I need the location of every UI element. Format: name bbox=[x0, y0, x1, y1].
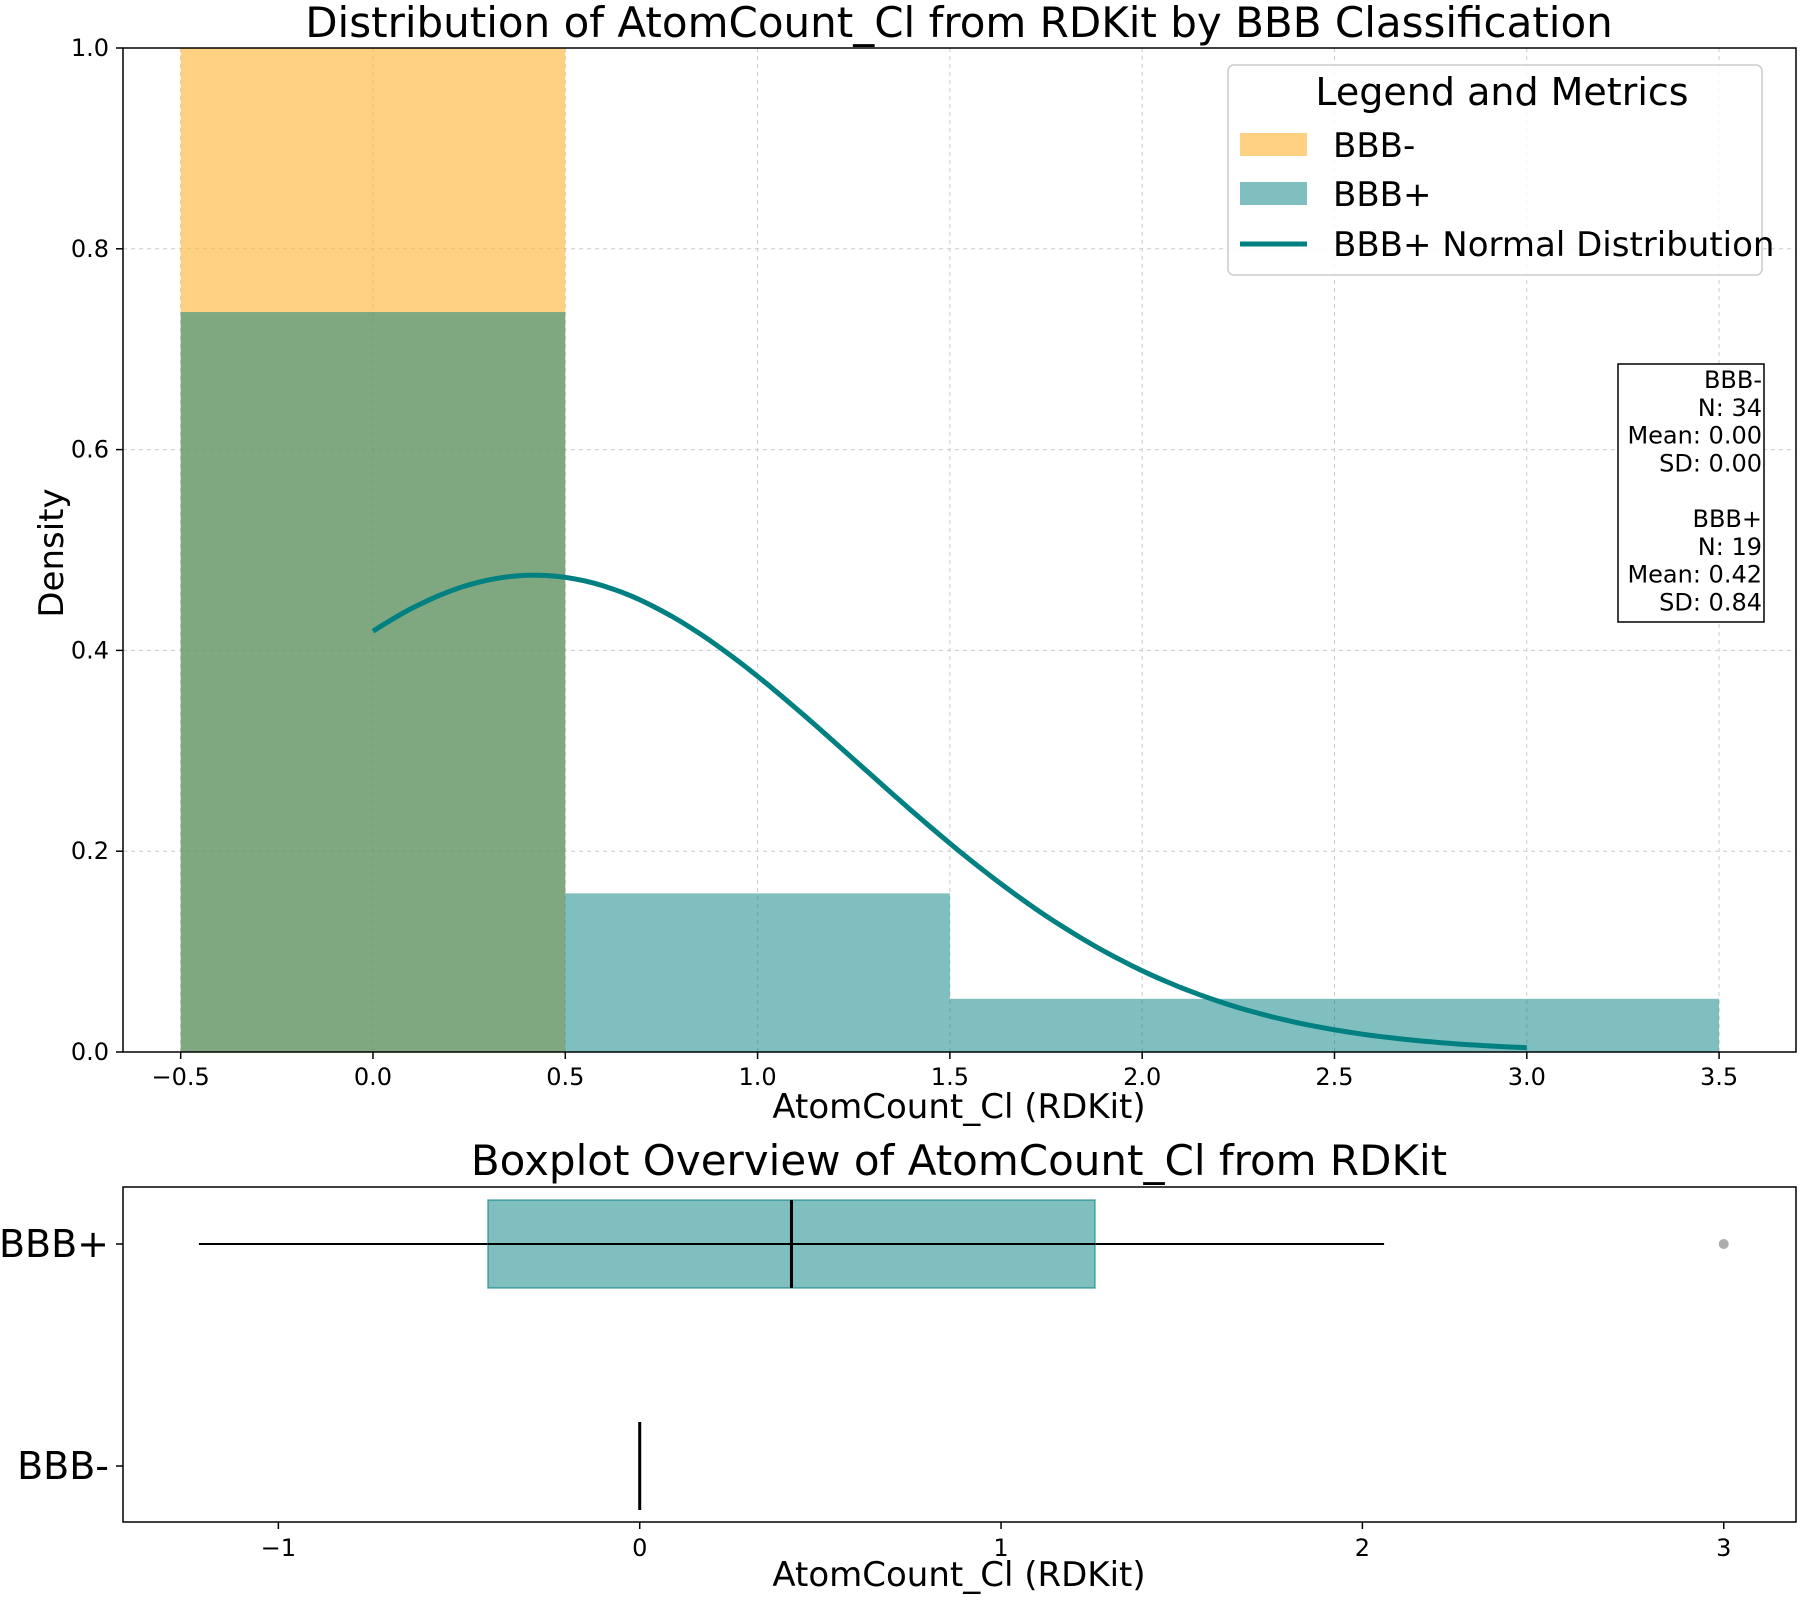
x-tick-label: −0.5 bbox=[152, 1063, 210, 1091]
legend: Legend and Metrics BBB- BBB+ BBB+ Normal… bbox=[1227, 64, 1774, 276]
legend-swatch-bbb-minus bbox=[1240, 133, 1307, 156]
histogram-x-axis-label: AtomCount_Cl (RDKit) bbox=[772, 1087, 1145, 1127]
x-tick-label: 1 bbox=[993, 1534, 1008, 1562]
boxplot-x-axis-label: AtomCount_Cl (RDKit) bbox=[772, 1555, 1145, 1595]
x-tick-label: 0.0 bbox=[354, 1063, 392, 1091]
y-tick-label: 0.0 bbox=[71, 1038, 109, 1066]
x-tick-label: 3 bbox=[1716, 1534, 1731, 1562]
x-tick-label: −1 bbox=[261, 1534, 296, 1562]
metrics-line: Mean: 0.42 bbox=[1627, 561, 1762, 589]
metrics-line: N: 34 bbox=[1698, 394, 1762, 422]
boxplot-panel: Boxplot Overview of AtomCount_Cl from RD… bbox=[0, 1136, 1797, 1595]
normal-distribution-curve bbox=[371, 572, 1527, 1051]
boxplot-title: Boxplot Overview of AtomCount_Cl from RD… bbox=[471, 1136, 1447, 1185]
boxplot-marks bbox=[198, 1199, 1729, 1510]
x-tick-label: 1.5 bbox=[931, 1063, 969, 1091]
metrics-line: SD: 0.84 bbox=[1659, 588, 1762, 616]
boxplot-x-ticks: −1 0 1 2 3 bbox=[261, 1522, 1731, 1562]
histogram-bars bbox=[180, 48, 1720, 1052]
boxplot-axes-frame bbox=[122, 1186, 1797, 1523]
histogram-title: Distribution of AtomCount_Cl from RDKit … bbox=[305, 0, 1613, 47]
legend-frame bbox=[1227, 64, 1763, 276]
histogram-y-ticks: 0.0 0.2 0.4 0.6 0.8 1.0 bbox=[71, 34, 123, 1066]
metrics-line: SD: 0.00 bbox=[1659, 449, 1762, 477]
legend-swatch-bbb-plus bbox=[1240, 182, 1307, 205]
x-tick-label: 3.0 bbox=[1508, 1063, 1546, 1091]
y-tick-label: 0.6 bbox=[71, 436, 109, 464]
y-tick-label: 0.8 bbox=[71, 235, 109, 263]
y-tick-label: 0.2 bbox=[71, 837, 109, 865]
x-tick-label: 3.5 bbox=[1700, 1063, 1738, 1091]
metrics-line: Mean: 0.00 bbox=[1627, 422, 1762, 450]
x-tick-label: 2 bbox=[1355, 1534, 1370, 1562]
histogram-y-axis-label: Density bbox=[32, 488, 72, 617]
metrics-line: BBB+ bbox=[1692, 505, 1762, 533]
legend-title: Legend and Metrics bbox=[1315, 70, 1688, 114]
histogram-panel: Distribution of AtomCount_Cl from RDKit … bbox=[32, 0, 1797, 1127]
legend-label-normal-distribution: BBB+ Normal Distribution bbox=[1333, 225, 1774, 265]
y-tick-label: 1.0 bbox=[71, 34, 109, 62]
x-tick-label: 2.5 bbox=[1315, 1063, 1353, 1091]
metrics-line: BBB- bbox=[1704, 366, 1762, 394]
boxplot-outlier-bbb-plus bbox=[1718, 1239, 1729, 1249]
metrics-line: N: 19 bbox=[1698, 533, 1762, 561]
histogram-axes-frame bbox=[122, 47, 1797, 1053]
x-tick-label: 0.5 bbox=[546, 1063, 584, 1091]
histogram-x-ticks: −0.5 0.0 0.5 1.0 1.5 2.0 2.5 3.0 3.5 bbox=[152, 1052, 1738, 1091]
metrics-box-frame bbox=[1617, 363, 1765, 623]
x-tick-label: 0 bbox=[632, 1534, 647, 1562]
histogram-bar-bbb-plus bbox=[180, 312, 566, 1052]
boxplot-category-labels: BBB+ BBB- bbox=[0, 1222, 123, 1488]
legend-label-bbb-minus: BBB- bbox=[1333, 126, 1415, 166]
y-tick-label: 0.4 bbox=[71, 636, 109, 664]
x-tick-label: 2.0 bbox=[1123, 1063, 1161, 1091]
category-label: BBB- bbox=[17, 1444, 109, 1488]
x-tick-label: 1.0 bbox=[739, 1063, 777, 1091]
histogram-bar-bbb-plus bbox=[565, 893, 950, 1052]
category-label: BBB+ bbox=[0, 1222, 109, 1266]
histogram-bar-bbb-plus bbox=[949, 998, 1720, 1052]
legend-label-bbb-plus: BBB+ bbox=[1333, 175, 1431, 215]
